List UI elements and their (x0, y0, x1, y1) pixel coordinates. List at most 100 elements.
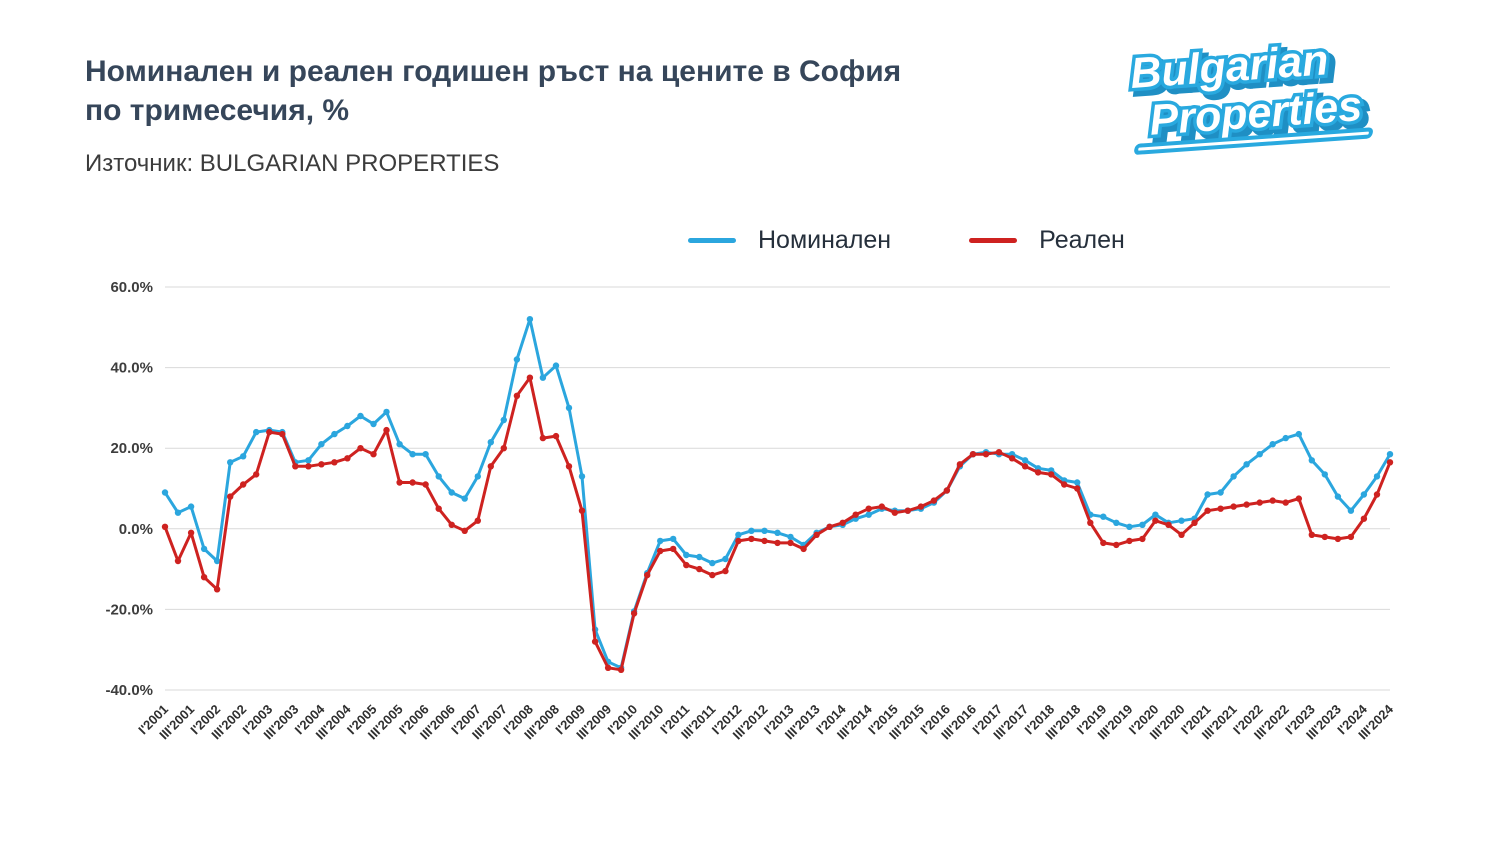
marker-real (604, 664, 612, 671)
marker-real (565, 463, 573, 470)
y-tick-label: 0.0% (119, 521, 153, 538)
marker-nominal (461, 495, 468, 502)
marker-real (318, 461, 325, 468)
marker-real (787, 539, 794, 547)
marker-real (956, 461, 964, 468)
marker-real (279, 430, 286, 438)
marker-real (292, 463, 299, 470)
y-tick-label: 40.0% (110, 360, 153, 377)
marker-real (474, 517, 481, 524)
marker-nominal (253, 428, 260, 436)
marker-real (1256, 499, 1263, 506)
marker-nominal (670, 535, 677, 543)
marker-nominal (526, 316, 534, 323)
logo-underline (1134, 127, 1373, 155)
marker-nominal (1217, 489, 1224, 496)
marker-nominal (1230, 473, 1237, 480)
marker-real (1087, 519, 1094, 526)
marker-nominal (1334, 493, 1342, 500)
marker-real (1230, 503, 1237, 510)
marker-real (839, 519, 846, 526)
y-tick-label: 20.0% (110, 440, 153, 457)
marker-real (1021, 463, 1029, 470)
marker-real (1334, 535, 1342, 543)
marker-nominal (696, 553, 703, 561)
y-tick-label: 60.0% (110, 279, 153, 296)
legend-item-real: Реален (969, 226, 1125, 255)
legend-swatch-real (969, 238, 1018, 243)
marker-real (1321, 533, 1329, 541)
marker-nominal (1100, 513, 1107, 520)
marker-real (1243, 501, 1250, 508)
marker-real (435, 505, 442, 512)
marker-real (683, 561, 690, 569)
marker-nominal (1256, 451, 1263, 458)
marker-real (1061, 481, 1068, 488)
marker-nominal (500, 416, 507, 424)
marker-nominal (396, 441, 403, 448)
chart-legend: Номинален Реален (688, 226, 1125, 255)
marker-real (344, 455, 351, 462)
marker-real (370, 451, 377, 458)
marker-real (200, 574, 208, 581)
marker-real (253, 471, 260, 478)
marker-nominal (227, 459, 234, 466)
marker-nominal (761, 527, 768, 534)
marker-real (1165, 521, 1172, 528)
marker-real (227, 493, 234, 500)
marker-nominal (748, 527, 755, 534)
marker-nominal (240, 453, 247, 460)
growth-line-chart: 60.0%40.0%20.0%0.0%-20.0%-40.0%I'2001III… (105, 279, 1396, 742)
marker-real (1295, 495, 1303, 502)
marker-nominal (474, 473, 481, 480)
marker-real (1048, 471, 1055, 478)
legend-item-nominal: Номинален (688, 226, 891, 255)
marker-real (448, 521, 455, 528)
marker-real (1347, 533, 1355, 541)
marker-real (1308, 531, 1316, 538)
marker-nominal (1308, 457, 1316, 464)
marker-nominal (1139, 521, 1146, 528)
marker-nominal (161, 489, 169, 496)
marker-real (487, 463, 494, 470)
marker-real (187, 529, 195, 536)
marker-nominal (357, 412, 364, 420)
marker-real (800, 545, 807, 553)
marker-nominal (774, 529, 781, 536)
source-line: Източник: BULGARIAN PROPERTIES (85, 150, 500, 177)
legend-label-real: Реален (1039, 226, 1125, 254)
marker-real (1034, 469, 1042, 476)
marker-nominal (435, 473, 442, 480)
marker-real (1139, 535, 1146, 543)
marker-real (1152, 517, 1159, 524)
marker-nominal (213, 557, 221, 565)
y-tick-label: -40.0% (105, 682, 153, 699)
marker-real (1008, 455, 1016, 462)
marker-real (670, 545, 677, 553)
marker-nominal (865, 511, 872, 518)
marker-nominal (1321, 471, 1329, 478)
marker-real (357, 445, 364, 452)
marker-real (213, 586, 221, 593)
marker-nominal (1126, 523, 1133, 530)
marker-nominal (187, 503, 195, 510)
marker-real (1113, 541, 1120, 549)
marker-real (709, 571, 716, 579)
marker-nominal (1373, 473, 1381, 480)
marker-nominal (1204, 491, 1211, 498)
marker-nominal (1386, 451, 1394, 458)
marker-real (1386, 459, 1394, 466)
marker-nominal (709, 559, 716, 567)
marker-real (630, 610, 638, 617)
marker-real (461, 527, 468, 534)
marker-real (526, 374, 534, 381)
marker-nominal (200, 545, 208, 553)
marker-nominal (448, 489, 455, 496)
page-title: Номинален и реален годишен ръст на ценит… (85, 52, 1045, 130)
marker-real (774, 539, 781, 547)
marker-nominal (578, 473, 586, 480)
marker-real (748, 535, 755, 543)
marker-real (813, 531, 820, 538)
marker-real (578, 507, 586, 514)
brand-logo: Bulgarian Properties Bulgarian Propertie… (1125, 33, 1373, 155)
